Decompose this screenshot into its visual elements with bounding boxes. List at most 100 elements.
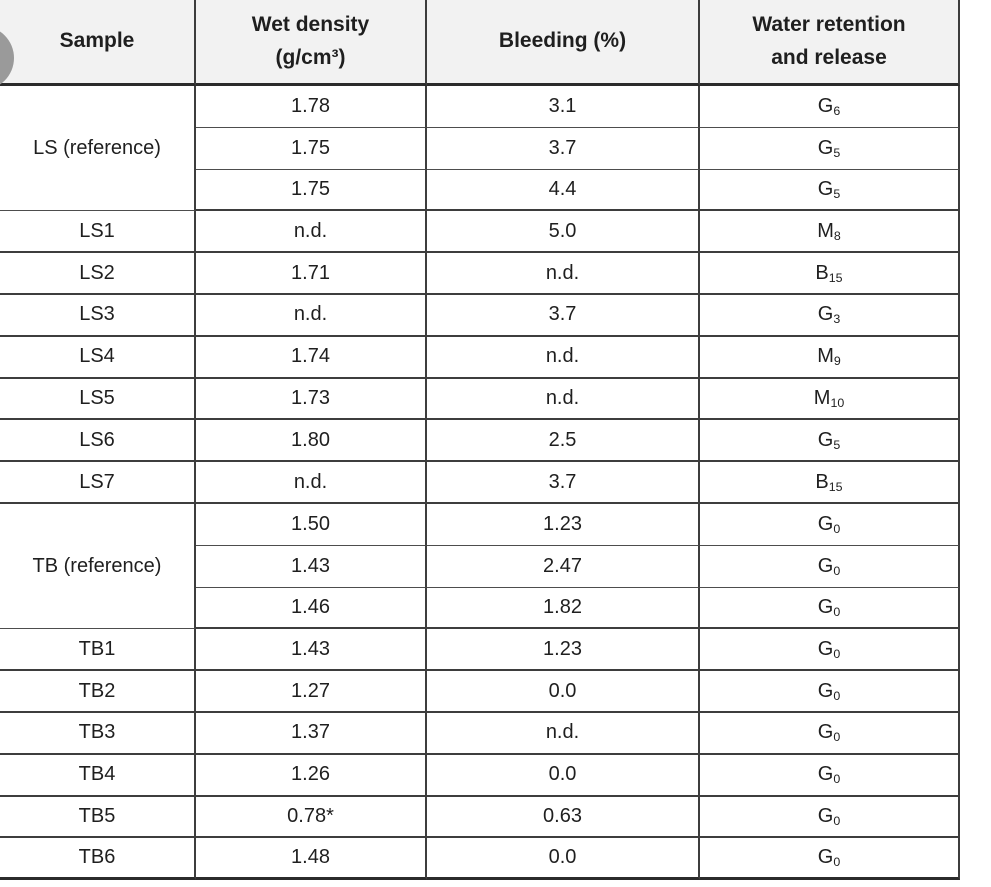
density-cell: 1.75 bbox=[196, 127, 427, 170]
sample-cell: TB1 bbox=[0, 629, 196, 672]
retention-base: G bbox=[817, 512, 834, 535]
bleeding-cell: 3.7 bbox=[427, 294, 700, 337]
table-row: LS5 1.73 n.d. M10 bbox=[0, 378, 960, 421]
table-row: 1.75 4.4 G5 bbox=[0, 169, 960, 212]
bleeding-cell: 0.63 bbox=[427, 796, 700, 839]
density-cell: 1.27 bbox=[196, 671, 427, 713]
sample-cell: LS4 bbox=[0, 336, 196, 379]
density-cell: 1.26 bbox=[196, 754, 427, 797]
table-row: TB6 1.48 0.0 G0 bbox=[0, 838, 960, 881]
bleeding-cell: 1.82 bbox=[427, 587, 700, 630]
retention-subscript: 0 bbox=[833, 605, 841, 620]
table-row: LS1 n.d. 5.0 M8 bbox=[0, 211, 960, 254]
retention-base: G bbox=[817, 679, 834, 702]
retention-cell: B15 bbox=[700, 462, 960, 504]
retention-base: G bbox=[817, 763, 834, 786]
bleeding-cell: 3.1 bbox=[427, 86, 700, 128]
retention-cell: G0 bbox=[700, 796, 960, 839]
density-cell: 1.37 bbox=[196, 712, 427, 755]
bleeding-cell: 1.23 bbox=[427, 503, 700, 546]
density-cell: 1.75 bbox=[196, 169, 427, 212]
header-bleeding: Bleeding (%) bbox=[427, 0, 700, 86]
retention-subscript: 15 bbox=[828, 270, 843, 285]
density-cell: n.d. bbox=[196, 211, 427, 254]
sample-cell: TB6 bbox=[0, 838, 196, 881]
density-cell: 1.43 bbox=[196, 629, 427, 672]
retention-base: M bbox=[817, 345, 834, 368]
retention-cell: G6 bbox=[700, 86, 960, 128]
bleeding-cell: 2.5 bbox=[427, 420, 700, 463]
retention-cell: G0 bbox=[700, 712, 960, 755]
density-cell: 1.78 bbox=[196, 86, 427, 128]
retention-subscript: 3 bbox=[833, 312, 841, 327]
density-cell: 1.43 bbox=[196, 545, 427, 588]
table-row: LS7 n.d. 3.7 B15 bbox=[0, 462, 960, 504]
retention-cell: G0 bbox=[700, 587, 960, 630]
sample-cell: LS6 bbox=[0, 420, 196, 463]
sample-cell: TB2 bbox=[0, 671, 196, 713]
density-cell: n.d. bbox=[196, 294, 427, 337]
retention-base: M bbox=[817, 219, 834, 242]
bleeding-cell: 0.0 bbox=[427, 671, 700, 713]
density-cell: 1.73 bbox=[196, 378, 427, 421]
sample-cell: TB3 bbox=[0, 712, 196, 755]
retention-base: G bbox=[817, 303, 834, 326]
bleeding-cell: 0.0 bbox=[427, 754, 700, 797]
retention-cell: G0 bbox=[700, 545, 960, 588]
table-row: TB3 1.37 n.d. G0 bbox=[0, 712, 960, 755]
density-cell: 1.74 bbox=[196, 336, 427, 379]
retention-subscript: 15 bbox=[828, 479, 843, 494]
header-row: Sample Wet density (g/cm³) Bleeding (%) … bbox=[0, 0, 960, 86]
retention-cell: G5 bbox=[700, 169, 960, 212]
retention-subscript: 6 bbox=[833, 103, 841, 118]
retention-subscript: 0 bbox=[833, 688, 841, 703]
sample-cell: LS5 bbox=[0, 378, 196, 421]
retention-subscript: 8 bbox=[833, 228, 841, 243]
retention-base: B bbox=[815, 470, 829, 493]
bleeding-cell: 3.7 bbox=[427, 462, 700, 504]
bleeding-cell: 2.47 bbox=[427, 545, 700, 588]
retention-subscript: 0 bbox=[833, 646, 841, 661]
bleeding-cell: 1.23 bbox=[427, 629, 700, 672]
retention-cell: G5 bbox=[700, 127, 960, 170]
retention-base: G bbox=[817, 136, 834, 159]
header-water-retention-line2: and release bbox=[771, 45, 887, 69]
header-wet-density: Wet density (g/cm³) bbox=[196, 0, 427, 86]
retention-base: G bbox=[817, 94, 834, 117]
retention-cell: G0 bbox=[700, 629, 960, 672]
retention-base: G bbox=[817, 428, 834, 451]
retention-cell: B15 bbox=[700, 253, 960, 295]
retention-cell: G3 bbox=[700, 294, 960, 337]
table-row: TB5 0.78* 0.63 G0 bbox=[0, 796, 960, 839]
retention-cell: M9 bbox=[700, 336, 960, 379]
retention-subscript: 0 bbox=[833, 730, 841, 745]
table-row: TB1 1.43 1.23 G0 bbox=[0, 629, 960, 672]
bleeding-cell: n.d. bbox=[427, 712, 700, 755]
header-water-retention-line1: Water retention bbox=[752, 12, 906, 36]
header-sample-label: Sample bbox=[59, 29, 135, 53]
density-cell: n.d. bbox=[196, 462, 427, 504]
density-cell: 1.46 bbox=[196, 587, 427, 630]
bleeding-cell: 4.4 bbox=[427, 169, 700, 212]
sample-cell: TB (reference) bbox=[0, 503, 196, 630]
retention-subscript: 0 bbox=[833, 563, 841, 578]
bleeding-cell: 0.0 bbox=[427, 838, 700, 881]
retention-cell: G0 bbox=[700, 503, 960, 546]
table-row: LS2 1.71 n.d. B15 bbox=[0, 253, 960, 295]
retention-subscript: 0 bbox=[833, 814, 841, 829]
header-sample: Sample bbox=[0, 0, 196, 86]
bleeding-cell: n.d. bbox=[427, 253, 700, 295]
retention-base: B bbox=[815, 261, 829, 284]
header-water-retention: Water retention and release bbox=[700, 0, 960, 86]
retention-cell: G5 bbox=[700, 420, 960, 463]
retention-cell: G0 bbox=[700, 671, 960, 713]
bleeding-cell: 5.0 bbox=[427, 211, 700, 254]
retention-base: G bbox=[817, 846, 834, 869]
density-cell: 1.50 bbox=[196, 503, 427, 546]
retention-subscript: 5 bbox=[833, 187, 841, 202]
table-row: TB2 1.27 0.0 G0 bbox=[0, 671, 960, 713]
retention-cell: G0 bbox=[700, 754, 960, 797]
retention-subscript: 0 bbox=[833, 855, 841, 870]
sample-cell: TB4 bbox=[0, 754, 196, 797]
